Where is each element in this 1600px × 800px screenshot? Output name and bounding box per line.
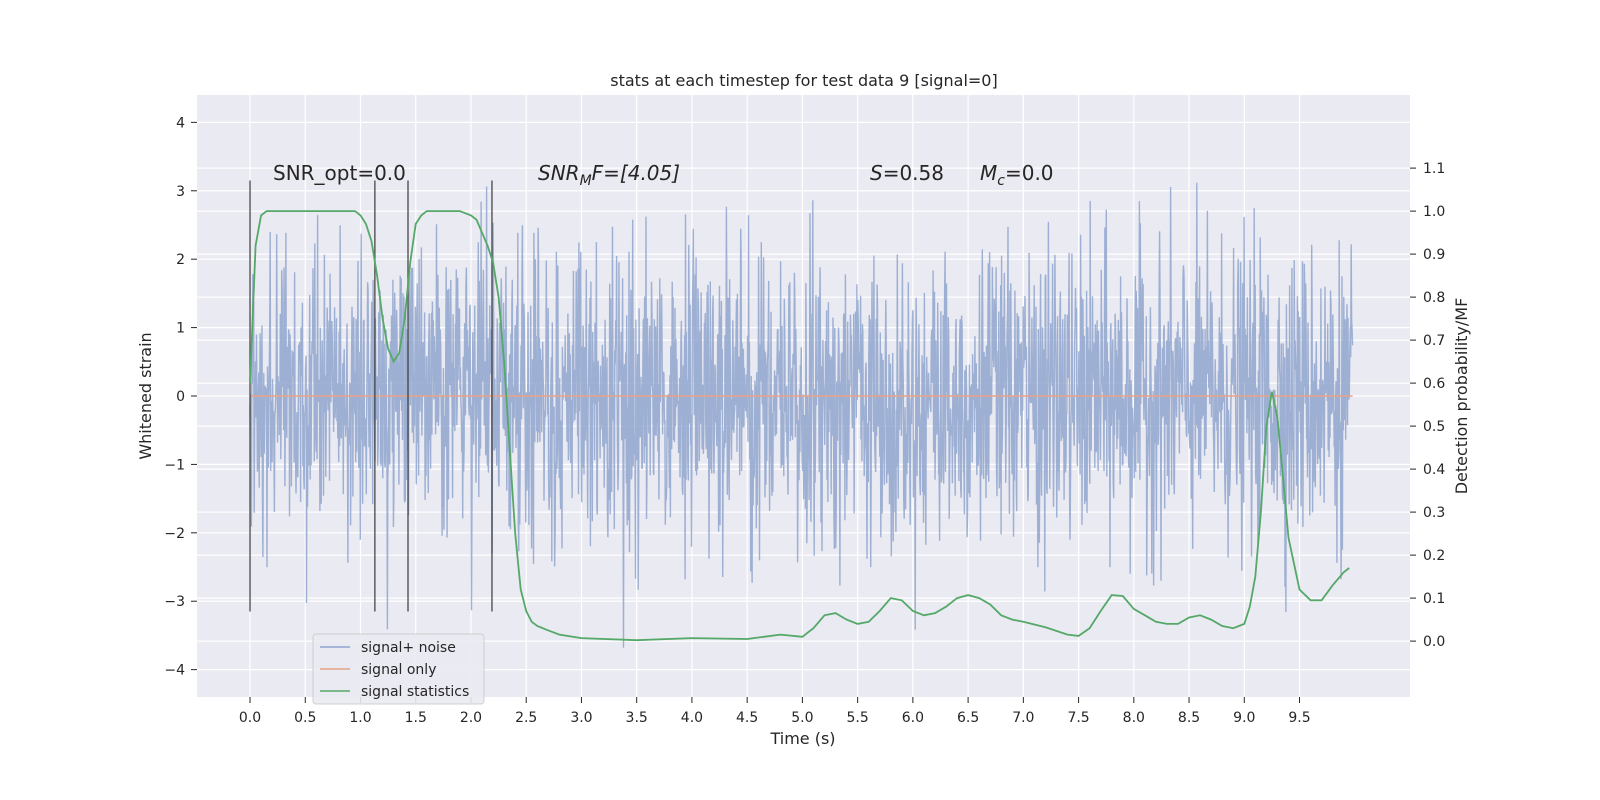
y-right-tick-label: 0.5 [1423,419,1445,435]
x-tick-label: 0.0 [239,710,261,726]
chart-title: stats at each timestep for test data 9 [… [610,71,997,90]
annotation-mc-symbol: M [980,161,997,185]
noise-line [249,182,1354,648]
x-tick-label: 2.5 [515,710,537,726]
annotation-snr-opt: SNR_opt=0.0 [273,161,406,185]
x-tick-label: 9.0 [1233,710,1255,726]
y-tick-label: 1 [176,321,185,337]
statistics-line [249,210,1350,642]
x-tick-label: 4.0 [681,710,703,726]
x-tick-label: 6.5 [957,710,979,726]
y-right-tick-label: 0.3 [1423,505,1445,521]
y-tick-label: 4 [176,115,185,131]
annotation-mc-subscript: c [997,173,1005,189]
legend-label-stats: signal statistics [361,684,469,700]
x-tick-label: 2.0 [460,710,482,726]
annotation-snr-mf-symbol: SNR [538,161,580,185]
x-axis-label: Time (s) [769,729,835,748]
x-tick-label: 5.0 [791,710,813,726]
x-tick-label: 6.0 [902,710,924,726]
y-right-tick-label: 0.7 [1423,333,1445,349]
x-tick-label: 7.0 [1012,710,1034,726]
y-right-tick-label: 0.1 [1423,591,1445,607]
signal-plus-noise-trace [249,182,1354,648]
x-tick-label: 9.5 [1288,710,1310,726]
x-tick-label: 8.0 [1123,710,1145,726]
annotation-snr-mf: SNRMF=[4.05] [538,161,680,189]
annotation-snr-mf-subscript: M [580,173,592,189]
x-tick-label: 7.5 [1067,710,1089,726]
y-right-tick-label: 0.2 [1423,548,1445,564]
y-tick-label: −4 [164,663,185,679]
y-right-tick-label: 1.1 [1423,161,1445,177]
y-tick-label: −3 [164,594,185,610]
annotation-s-symbol: S [870,161,883,185]
y-right-axis-ticks: 1.1 1.0 0.9 0.8 0.7 0.6 0.5 0.4 0.3 0.2 0.1 0.0 [1410,161,1445,650]
annotation-s-value: =0.58 [883,161,944,185]
vertical-markers [249,180,493,612]
x-axis-ticks: 0.0 0.5 1.0 1.5 2.0 2.5 3.0 3.5 4.0 4.5 5.0 5.5 6.0 6… [239,697,1311,726]
x-tick-label: 1.0 [349,710,371,726]
x-tick-label: 0.5 [294,710,316,726]
y-right-tick-label: 0.4 [1423,462,1445,478]
x-tick-label: 4.5 [736,710,758,726]
x-tick-label: 5.5 [846,710,868,726]
x-tick-label: 8.5 [1178,710,1200,726]
y-tick-label: 0 [176,389,185,405]
annotation-snr-mf-value: F=[4.05] [592,161,680,185]
y-tick-label: −1 [164,457,185,473]
legend-label-signal: signal only [361,662,436,678]
x-tick-label: 3.5 [626,710,648,726]
y-tick-label: 3 [176,184,185,200]
y-right-tick-label: 0.0 [1423,634,1445,650]
y-right-tick-label: 0.9 [1423,247,1445,263]
x-tick-label: 3.0 [570,710,592,726]
y-right-axis-label: Detection probability/MF [1452,298,1471,495]
annotation-mc-value: =0.0 [1005,161,1054,185]
legend: signal+ noise signal only signal statist… [312,633,485,705]
y-right-tick-label: 0.6 [1423,376,1445,392]
annotation-mc: Mc=0.0 [980,161,1054,189]
legend-label-noise: signal+ noise [361,640,456,656]
signal-statistics-trace [249,210,1350,642]
y-right-tick-label: 1.0 [1423,204,1445,220]
y-tick-label: 2 [176,252,185,268]
y-tick-label: −2 [164,526,185,542]
y-right-tick-label: 0.8 [1423,290,1445,306]
y-axis-label: Whitened strain [136,332,155,459]
x-tick-label: 1.5 [405,710,427,726]
y-axis-ticks: 4 3 2 1 0 −1 −2 −3 −4 [164,115,197,679]
annotation-s: S=0.58 [870,161,944,185]
